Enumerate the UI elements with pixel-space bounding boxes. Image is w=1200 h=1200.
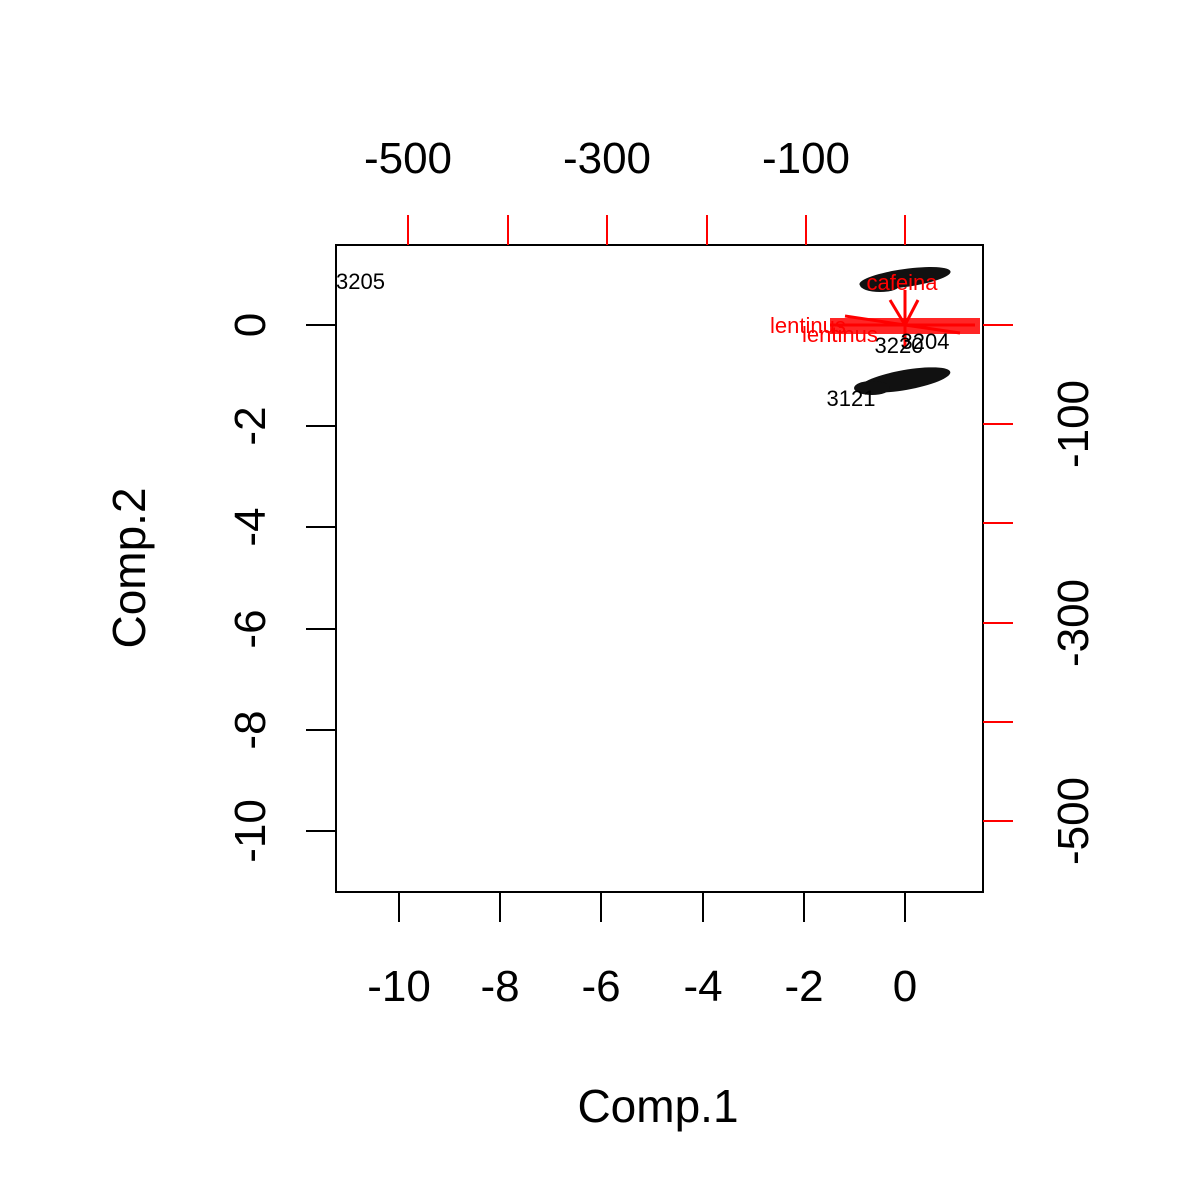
variable-label: cafeina <box>867 270 939 295</box>
point-label: 3220 <box>875 333 924 358</box>
top-tick-label: -300 <box>563 134 651 183</box>
point-cluster-upper <box>859 267 951 292</box>
point-cluster-lower <box>854 367 951 395</box>
y-tick-label: -4 <box>226 507 275 546</box>
x-tick-label: -10 <box>367 962 431 1011</box>
x-axis-title: Comp.1 <box>577 1080 738 1132</box>
right-tick-label: -500 <box>1049 777 1098 865</box>
point-label: 3204 <box>901 329 950 354</box>
y-tick-label: -6 <box>226 609 275 648</box>
x-tick-label: -6 <box>581 962 620 1011</box>
y-tick-label: -8 <box>226 710 275 749</box>
variable-label: lentinus <box>770 313 846 338</box>
variable-label-overplot <box>830 318 980 334</box>
variable-label: lentinus <box>802 322 878 347</box>
x-tick-label: 0 <box>893 962 917 1011</box>
x-tick-label: -8 <box>480 962 519 1011</box>
variable-arrows <box>830 290 980 348</box>
right-tick-label: -100 <box>1049 380 1098 468</box>
point-cluster-blob <box>854 381 890 395</box>
point-label: 3121 <box>827 386 876 411</box>
y-axis-title: Comp.2 <box>103 487 155 648</box>
top-axis: -500 -300 -100 <box>364 134 906 245</box>
y-tick-label: -10 <box>226 799 275 863</box>
right-tick-label: -300 <box>1049 579 1098 667</box>
right-axis: -500 -300 -100 <box>983 324 1098 865</box>
y-axis: -10 -8 -6 -4 -2 0 <box>226 313 336 863</box>
point-label: 3205 <box>336 269 385 294</box>
x-tick-label: -2 <box>784 962 823 1011</box>
x-tick-label: -4 <box>683 962 722 1011</box>
plot-frame <box>335 244 984 893</box>
y-tick-label: -2 <box>226 406 275 445</box>
top-tick-label: -500 <box>364 134 452 183</box>
y-tick-label: 0 <box>226 313 275 337</box>
point-cluster-blob <box>860 278 900 292</box>
x-axis: -10 -8 -6 -4 -2 0 <box>367 892 917 1011</box>
top-tick-label: -100 <box>762 134 850 183</box>
